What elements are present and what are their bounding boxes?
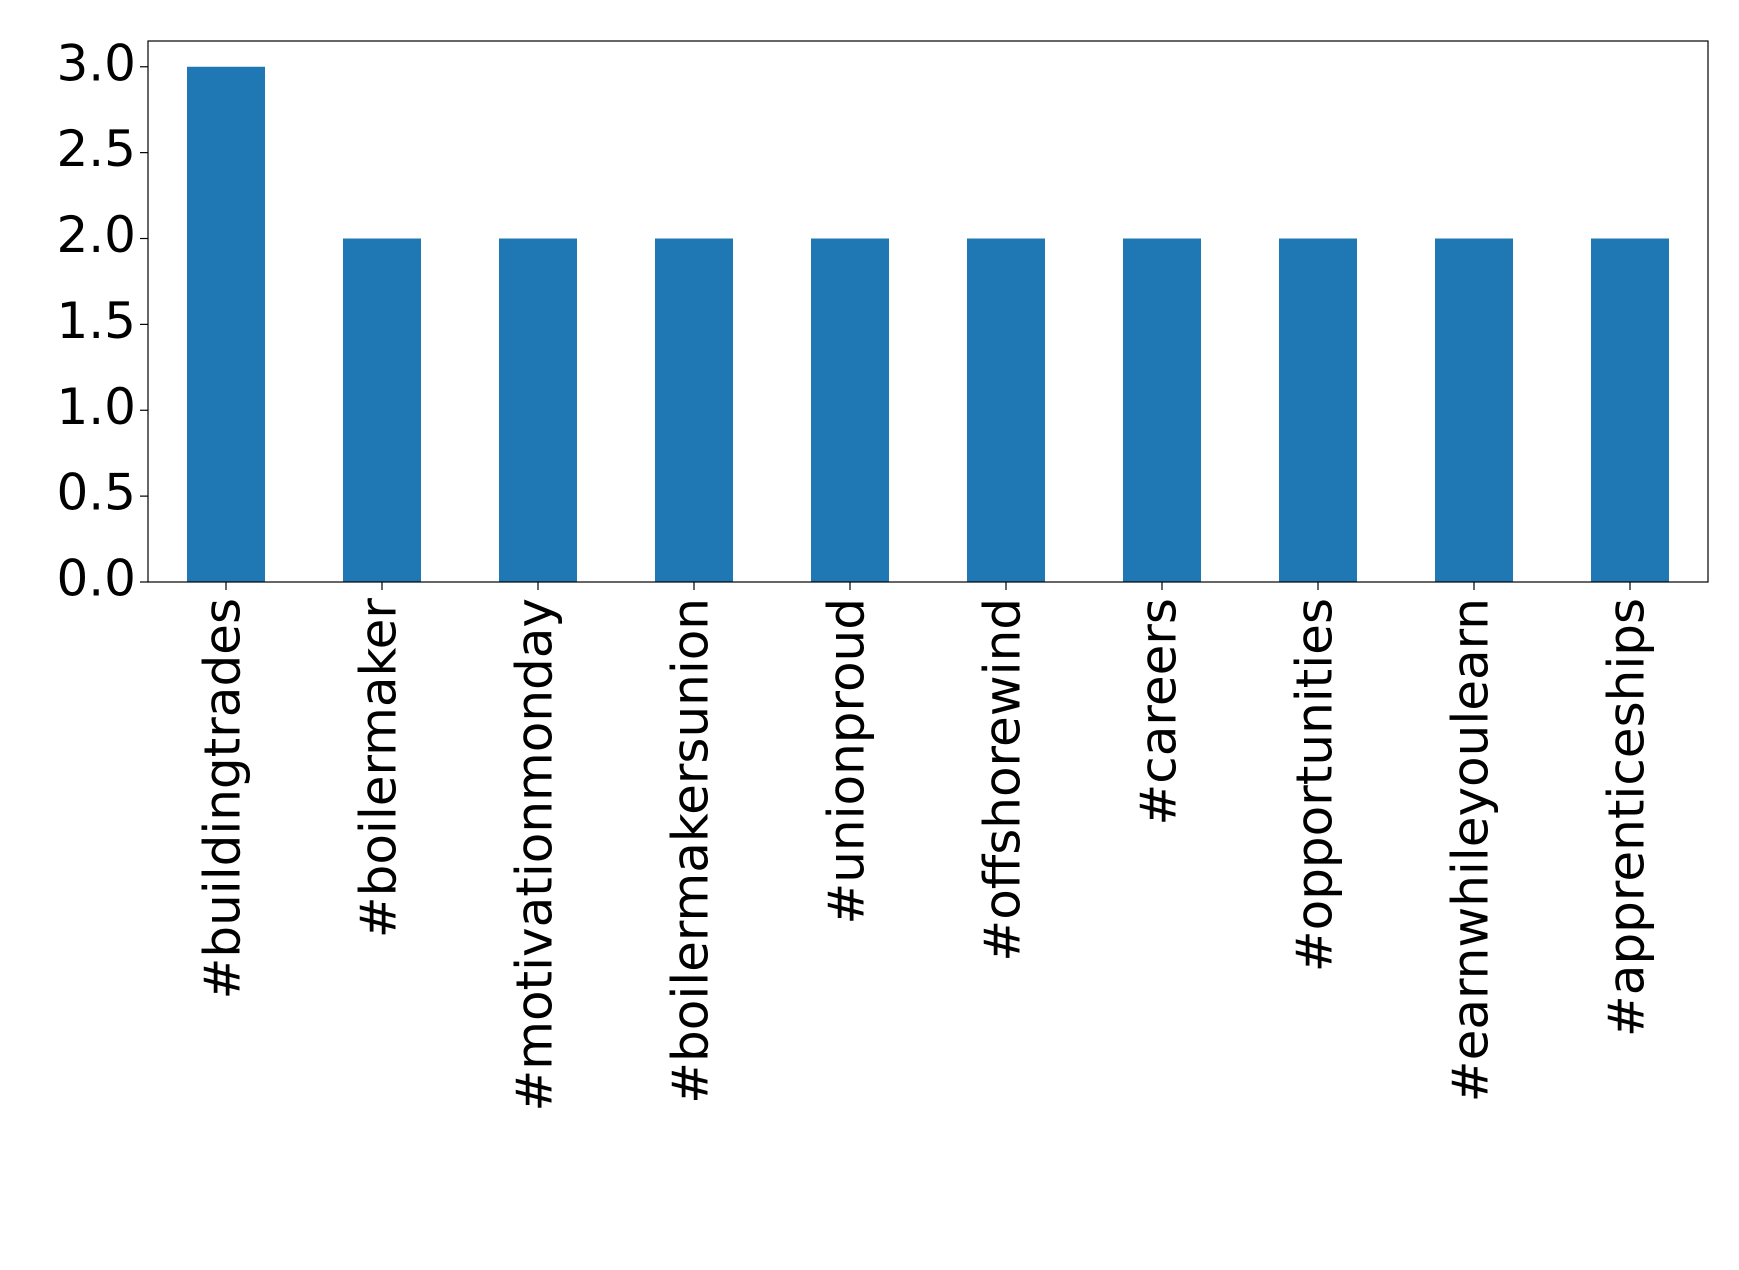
bar: [343, 238, 421, 582]
x-tick-label: #boilermaker: [350, 598, 408, 939]
y-tick-label: 1.0: [56, 378, 136, 436]
bar: [1123, 238, 1201, 582]
x-tick-label: #offshorewind: [974, 598, 1032, 962]
y-tick-label: 2.5: [56, 120, 136, 178]
bar: [1279, 238, 1357, 582]
x-tick-label: #earnwhileyoulearn: [1442, 598, 1500, 1102]
x-tick-label: #opportunities: [1286, 598, 1344, 972]
x-tick-label: #buildingtrades: [194, 598, 252, 1000]
plot-frame: [147, 40, 1709, 583]
x-tick-label: #motivationmonday: [506, 598, 564, 1112]
bar: [811, 238, 889, 582]
y-tick-label: 3.0: [56, 34, 136, 92]
bar: [499, 238, 577, 582]
y-tick-label: 0.5: [56, 464, 136, 522]
bar: [655, 238, 733, 582]
bar: [1435, 238, 1513, 582]
x-tick-label: #boilermakersunion: [662, 598, 720, 1104]
x-tick-label: #apprenticeships: [1598, 598, 1656, 1037]
y-tick-label: 0.0: [56, 550, 136, 608]
bar: [1591, 238, 1669, 582]
y-tick-label: 1.5: [56, 292, 136, 350]
y-tick-label: 2.0: [56, 206, 136, 264]
bar: [967, 238, 1045, 582]
x-tick-label: #careers: [1130, 598, 1188, 826]
bar: [187, 66, 265, 582]
x-tick-label: #unionproud: [818, 598, 876, 925]
